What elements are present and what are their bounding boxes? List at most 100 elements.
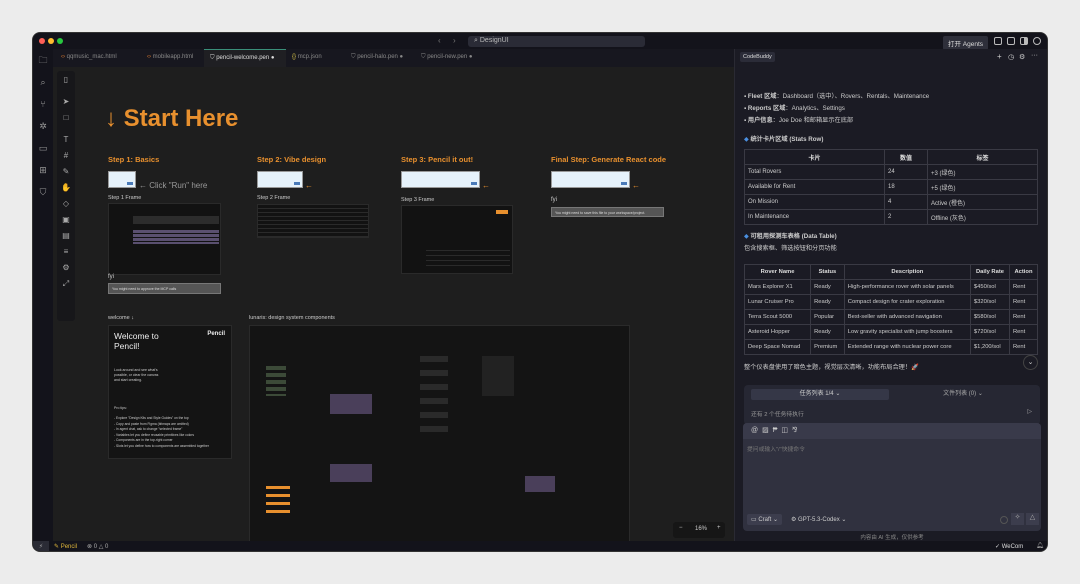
table-cell: Extended range with nuclear power core [843, 339, 971, 355]
table-row: Lunar Cruiser Pro Ready Compact design for… [743, 294, 1038, 310]
table-cell: Lunar Cruiser Pro [743, 294, 812, 310]
translate-icon[interactable]: ⅋ [792, 427, 802, 434]
model-select[interactable]: ⚙ GPT-5.3-Codex ⌄ [791, 517, 847, 523]
zoom-in-button[interactable]: + [717, 525, 721, 531]
history-icon[interactable]: ◷ [1008, 54, 1015, 61]
components-frame-label: lunaris: design system components [249, 315, 335, 321]
step-2-prompt-note[interactable] [257, 171, 303, 188]
tab-pencil-halo[interactable]: ⛉ pencil-halo.pen ● [351, 54, 404, 60]
source-control-icon[interactable]: ⑂ [40, 99, 46, 109]
step-1-frame[interactable] [108, 203, 221, 275]
book-icon[interactable]: ◫ [781, 427, 793, 434]
step-3-prompt-note[interactable] [401, 171, 480, 188]
codebuddy-tab[interactable]: CodeBuddy [740, 52, 775, 62]
step-2-title: Step 2: Vibe design [257, 155, 327, 164]
table-row: Asteroid Hopper Ready Low gravity speciali… [743, 324, 1038, 340]
toggle-sidebar-icon[interactable] [994, 37, 1002, 45]
step-3-frame[interactable] [401, 205, 513, 274]
send-icon[interactable]: △ [1026, 513, 1039, 525]
fit-icon[interactable]: ⤢ [62, 279, 70, 288]
table-cell: $450/sol [969, 279, 1011, 295]
settings-icon[interactable]: ⚙ [62, 263, 70, 272]
open-agents-button[interactable]: 打开 Agents [943, 36, 989, 50]
minimize-button[interactable] [48, 38, 54, 44]
table-cell: Total Rovers [744, 164, 885, 180]
remote-icon[interactable]: ▭ [38, 143, 48, 153]
fyi-note-2[interactable]: You might need to save this file to your… [551, 207, 664, 217]
problems-status[interactable]: ⊗ 0 △ 0 [87, 543, 108, 550]
welcome-frame[interactable]: Welcome to Pencil! Pencil Look around an… [108, 325, 232, 459]
rule-icon[interactable]: ₱ [772, 427, 782, 434]
wecom-text: WeCom [1001, 544, 1024, 550]
json-icon: {} [292, 54, 297, 60]
enhance-icon[interactable]: ✧ [1011, 513, 1024, 525]
text-icon[interactable]: T [63, 135, 69, 144]
tab-qqmusic[interactable]: ‹› qqmusic_mac.html [61, 54, 117, 60]
status-bar: ⚡ ✎ Pencil ⊗ 0 △ 0 ✓ WeCom 🔔︎ [33, 541, 1047, 551]
table-cell[interactable]: Rent [1009, 324, 1038, 340]
chat-input-box[interactable]: @▨₱◫⅋ 提问或输入"/"快捷命令 ▭ Craft ⌄ ⚙ GPT-5.3-C… [743, 423, 1041, 531]
final-step-prompt-note[interactable] [551, 171, 630, 188]
image-icon[interactable]: ▣ [62, 215, 70, 224]
task-list-tab[interactable]: 任务列表 1/4 ⌄ [751, 389, 889, 400]
explorer-icon[interactable]: 🗀 [38, 55, 48, 65]
mention-icon[interactable]: @ [751, 427, 763, 434]
tab-mobileapp[interactable]: ‹› mobileapp.html [147, 54, 194, 60]
wecom-status[interactable]: ✓ WeCom [995, 544, 1024, 550]
toggle-secondary-sidebar-icon[interactable] [1020, 37, 1028, 45]
table-cell[interactable]: Rent [1009, 279, 1038, 295]
debug-icon[interactable]: ✲ [39, 121, 47, 131]
account-icon[interactable] [1033, 37, 1041, 45]
pencil-icon[interactable]: ⛉ [39, 187, 47, 197]
table-cell: In Maintenance [744, 209, 885, 225]
step-2-frame[interactable] [257, 204, 369, 238]
hand-icon[interactable]: ✋ [61, 183, 71, 192]
remote-icon[interactable]: ⚡ [33, 541, 49, 551]
pen-icon: ⛉ [210, 55, 215, 61]
new-chat-icon[interactable]: + [997, 52, 1002, 61]
th: Status [810, 264, 845, 280]
pencil-status[interactable]: ✎ Pencil [54, 544, 78, 550]
run-icon[interactable]: ▷ [1027, 409, 1032, 415]
back-icon[interactable]: ‹ [438, 36, 441, 45]
select-icon[interactable]: ➤ [62, 97, 70, 106]
components-frame[interactable] [249, 325, 630, 542]
toggle-panel-icon[interactable] [1007, 37, 1015, 45]
mode-select[interactable]: ▭ Craft ⌄ [747, 514, 783, 525]
zoom-level[interactable]: 16% [695, 526, 708, 532]
rectangle-icon[interactable]: □ [63, 113, 69, 122]
arrow-icon: ← [482, 181, 490, 190]
variables-icon[interactable]: ≡ [63, 247, 69, 256]
kit-icon[interactable]: ▤ [62, 231, 70, 240]
table-cell[interactable]: Rent [1009, 339, 1038, 355]
settings-icon[interactable]: ⚙ [1019, 54, 1026, 61]
more-icon[interactable]: ··· [1031, 52, 1038, 59]
step-1-prompt-note[interactable] [108, 171, 136, 188]
table-cell[interactable]: Rent [1009, 309, 1038, 325]
bullet-item: ▪ Fleet 区域：Dashboard（选中）、Rovers、Rentals、… [744, 93, 930, 100]
search-icon[interactable]: ⌕ [40, 77, 46, 87]
zoom-out-button[interactable]: − [679, 525, 683, 531]
forward-icon[interactable]: › [453, 36, 456, 45]
extensions-icon[interactable]: ⊞ [39, 165, 47, 175]
chat-input[interactable]: 提问或输入"/"快捷命令 [747, 447, 805, 453]
component-icon[interactable]: ◇ [62, 199, 70, 208]
image-icon[interactable]: ▨ [762, 427, 773, 434]
table-cell: Mars Explorer X1 [743, 279, 812, 295]
step-1-frame-label: Step 1 Frame [108, 195, 142, 201]
table-cell[interactable]: Rent [1009, 294, 1038, 310]
file-list-tab[interactable]: 文件列表 (0) ⌄ [943, 391, 983, 397]
layers-icon[interactable]: ▯ [63, 75, 69, 84]
design-canvas[interactable]: ▯ ➤ □ T # ✎ ✋ ◇ ▣ ▤ ≡ ⚙ ⤢ ↓ Start Here S… [53, 67, 734, 542]
notification-icon[interactable]: 🔔︎ [1036, 543, 1044, 549]
tab-mcp-json[interactable]: {} mcp.json [292, 54, 322, 60]
fyi-note-1[interactable]: You might need to approve the MCP calls [108, 283, 221, 294]
tab-pencil-welcome[interactable]: ⛉ pencil-welcome.pen ● [204, 49, 286, 67]
maximize-button[interactable] [57, 38, 63, 44]
scroll-down-button[interactable]: ⌄ [1023, 355, 1038, 370]
note-icon[interactable]: ✎ [62, 167, 70, 176]
frame-icon[interactable]: # [63, 151, 69, 160]
command-search[interactable]: ⌕ DesignUI [468, 36, 645, 47]
close-button[interactable] [39, 38, 45, 44]
tab-pencil-new[interactable]: ⛉ pencil-new.pen ● [421, 54, 473, 60]
